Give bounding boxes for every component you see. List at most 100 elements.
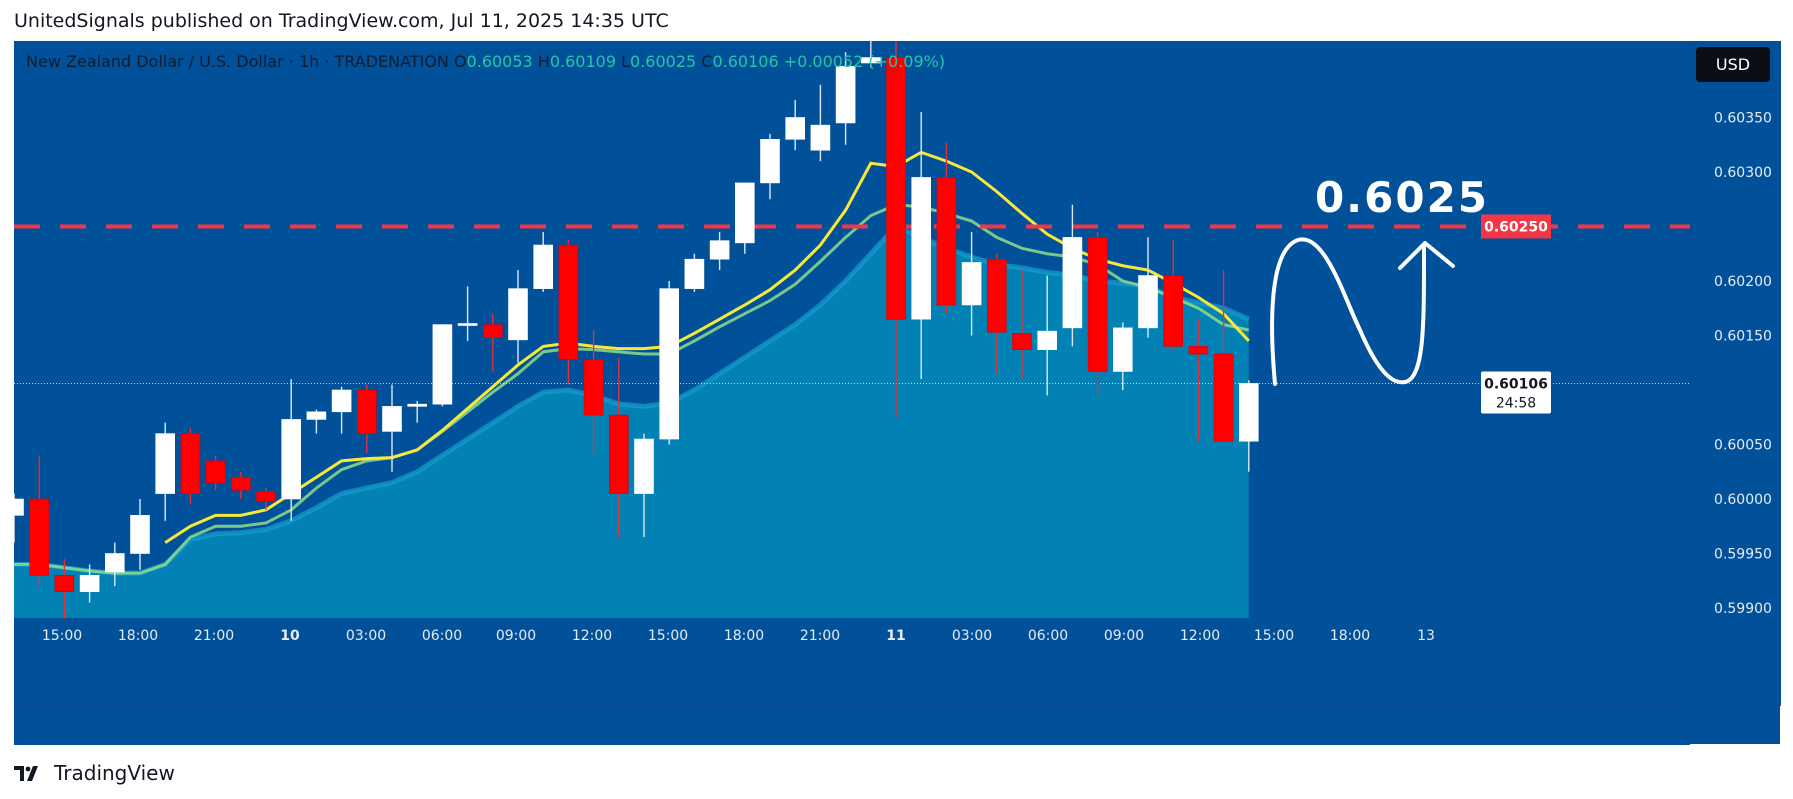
candle-body [356,389,377,434]
candle-body [14,498,24,516]
candle-body [659,288,680,440]
candle-body [810,124,831,151]
candle-body [155,433,175,494]
candle-body [533,244,554,289]
candle-body [1239,383,1259,442]
x-tick-label: 15:00 [42,628,82,644]
x-tick-label: 15:00 [1254,628,1294,644]
candle-body [79,574,100,592]
candle-body [1163,275,1183,347]
candle-body [684,258,705,289]
candle-body [1037,330,1057,350]
x-tick-label: 18:00 [724,628,764,644]
candle-body [608,414,629,494]
indicator-area [14,226,1249,618]
price-axis[interactable] [1690,41,1781,706]
candle-body [482,324,503,338]
low-value: 0.60025 [630,52,697,71]
candle-body [734,182,755,244]
open-value: 0.60053 [466,52,533,71]
y-tick-label: 0.59950 [1714,547,1772,563]
candle-body [457,323,478,326]
candle-body [1012,333,1032,350]
target-annotation: 0.6025 [1315,173,1489,222]
y-tick-label: 0.60350 [1714,111,1772,127]
candle-body [54,574,75,592]
level-label-bg [1481,214,1551,239]
close-value: 0.60106 [712,52,779,71]
y-tick-label: 0.60300 [1714,165,1772,181]
candle-body [407,403,428,407]
high-value: 0.60109 [549,52,617,71]
y-tick-label: 0.60050 [1714,438,1772,454]
current-price-label-bg [1481,371,1551,414]
x-tick-label: 21:00 [800,628,840,644]
x-tick-label: 03:00 [952,628,992,644]
x-tick-label: 12:00 [1180,628,1220,644]
candle-body [432,324,453,405]
candle-body [860,57,881,64]
x-tick-label: 18:00 [118,628,158,644]
x-tick-label: 09:00 [1104,628,1144,644]
candle-body [508,288,528,341]
x-tick-label: 21:00 [194,628,234,644]
candle-body [1087,237,1108,372]
candle-body [231,476,251,491]
x-tick-label: 15:00 [648,628,688,644]
x-tick-label: 09:00 [496,628,536,644]
candle-body [382,406,402,432]
y-tick-label: 0.60000 [1714,492,1772,508]
x-tick-label: 10 [280,628,300,644]
x-tick-label: 13 [1417,628,1435,644]
published-header: UnitedSignals published on TradingView.c… [14,10,669,32]
candle-body [1113,327,1133,372]
candle-body [986,258,1007,333]
candle-body [1213,353,1234,442]
candle-body [105,553,125,573]
currency-button[interactable]: USD [1696,47,1770,82]
low-label: L [621,52,631,71]
indicator-area-edge [14,223,1250,576]
candle-body [961,262,982,306]
footer-brand[interactable]: TradingView [14,760,175,786]
y-tick-label: 0.59900 [1714,601,1772,617]
symbol-name: New Zealand Dollar / U.S. Dollar · 1h · … [26,52,449,71]
ema-line-green [14,203,1250,575]
brand-name: TradingView [54,761,175,785]
high-label: H [537,52,550,71]
candle-body [558,244,579,360]
candle-body [911,177,932,320]
candle-body [886,57,906,320]
candle-body [1138,275,1158,329]
y-tick-label: 0.60150 [1714,329,1772,345]
candle-body [709,240,730,260]
close-label: C [701,52,713,71]
candle-body [205,460,226,483]
projection-arrowhead [1398,241,1455,270]
x-tick-label: 18:00 [1330,628,1370,644]
candle-body [180,433,201,494]
x-tick-label: 03:00 [346,628,386,644]
candle-body [1062,237,1083,329]
candle-body [936,177,957,306]
candle-body [760,139,780,184]
candle-body [634,438,654,494]
candle-body [835,65,856,124]
candle-countdown-label: 24:58 [1496,395,1536,411]
current-price-label: 0.60106 [1484,376,1548,392]
candle-body [256,491,276,502]
projection-curve [1270,237,1427,386]
x-tick-label: 12:00 [572,628,612,644]
candle-body [130,515,150,554]
y-tick-label: 0.60200 [1714,274,1772,290]
x-tick-label: 11 [886,628,905,644]
candle-body [281,419,302,500]
open-label: O [453,52,467,71]
symbol-legend[interactable]: New Zealand Dollar / U.S. Dollar · 1h · … [26,52,945,71]
change-value: +0.00052 (+0.09%) [783,52,946,71]
candle-body [583,359,604,416]
tradingview-logo-icon [14,766,38,781]
candle-body [331,389,352,413]
time-axis[interactable] [14,706,1690,745]
